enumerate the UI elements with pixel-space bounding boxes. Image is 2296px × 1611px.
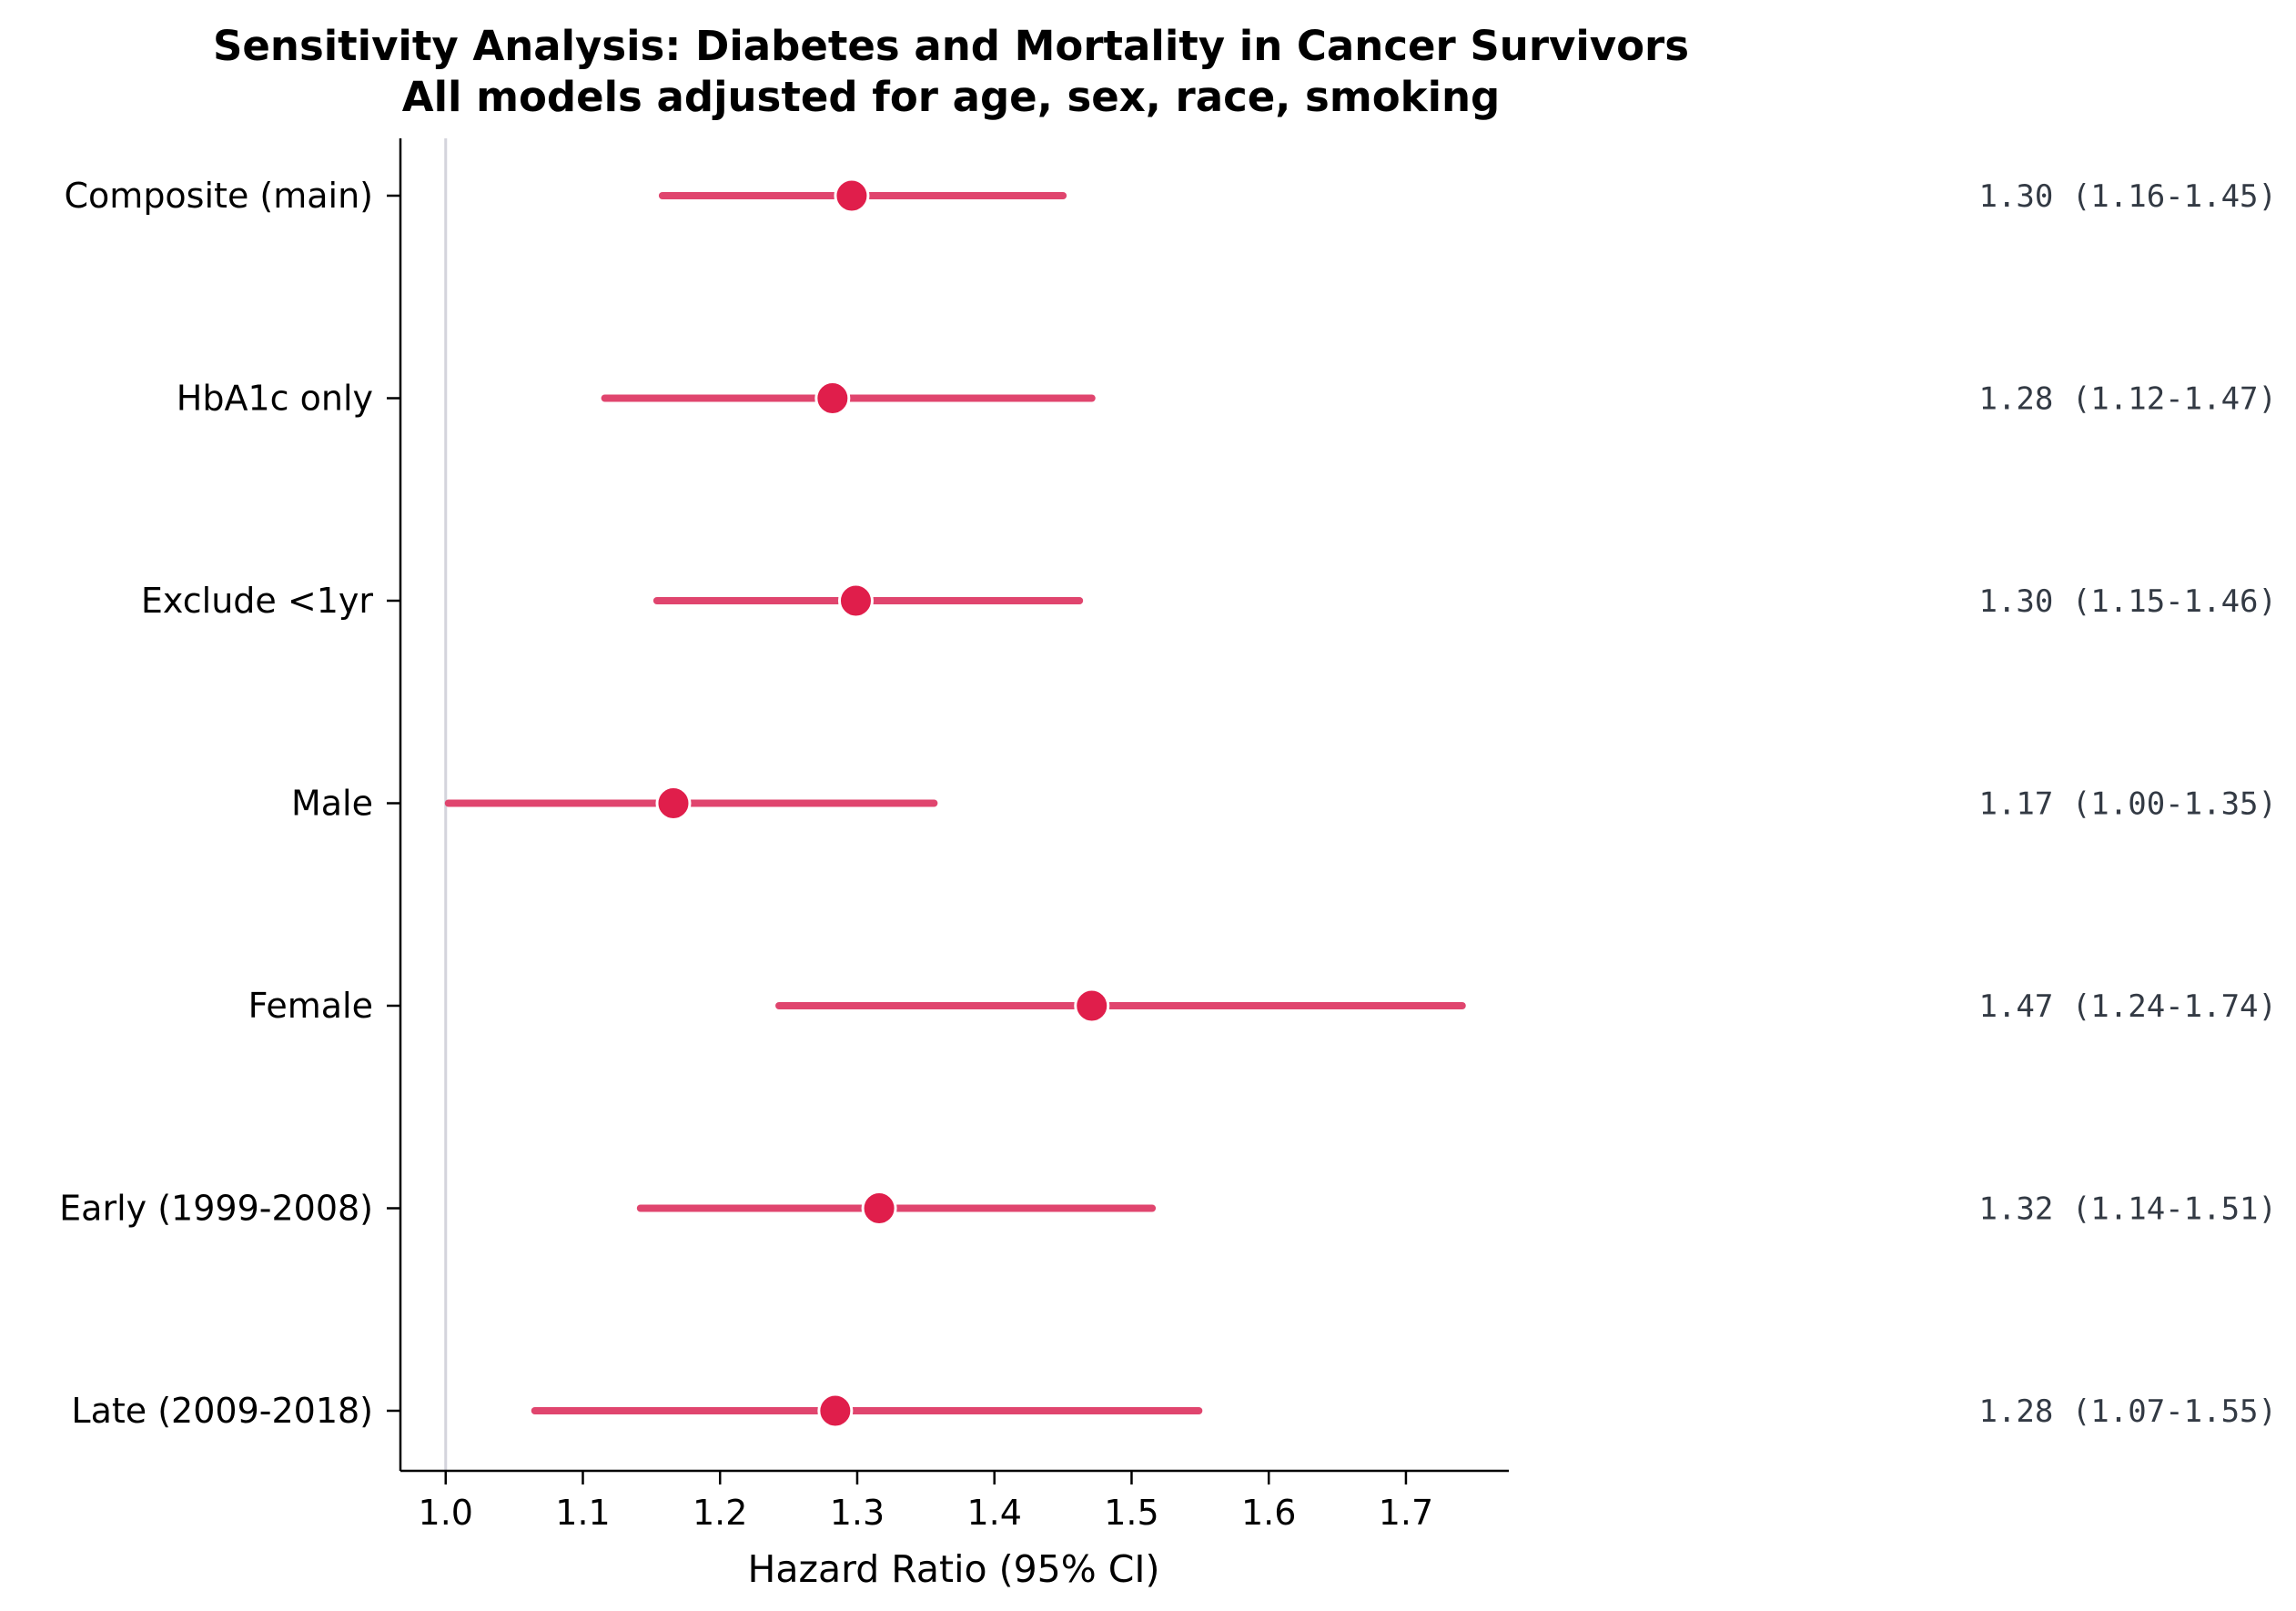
row-label: Early (1999-2008) — [59, 1189, 373, 1229]
hr-point — [837, 583, 874, 619]
row-label: HbA1c only — [177, 379, 373, 419]
row-annotation: 1.30 (1.15-1.46) — [1978, 583, 2277, 620]
point-layer — [655, 177, 1110, 1429]
x-tick-label: 1.0 — [419, 1493, 473, 1533]
hr-point — [834, 177, 870, 214]
x-tick-label: 1.4 — [966, 1493, 1021, 1533]
row-annotation: 1.32 (1.14-1.51) — [1978, 1191, 2277, 1228]
row-annotation: 1.47 (1.24-1.74) — [1978, 988, 2277, 1025]
chart-title: Sensitivity Analysis: Diabetes and Morta… — [213, 22, 1689, 70]
row-labels: Composite (main) HbA1c only Exclude <1yr Ma… — [59, 176, 400, 1431]
hr-point — [817, 1393, 854, 1429]
x-tick-label: 1.7 — [1379, 1493, 1433, 1533]
row-annotation: 1.30 (1.16-1.45) — [1978, 178, 2277, 215]
x-tick-label: 1.1 — [555, 1493, 610, 1533]
row-annotation: 1.28 (1.07-1.55) — [1978, 1393, 2277, 1430]
x-ticks: 1.0 1.1 1.2 1.3 1.4 1.5 1.6 1.7 — [419, 1471, 1433, 1533]
hr-point — [814, 380, 851, 416]
x-tick-label: 1.5 — [1104, 1493, 1158, 1533]
row-annotations: 1.30 (1.16-1.45) 1.28 (1.12-1.47) 1.30 (1.… — [1978, 178, 2277, 1430]
x-tick-label: 1.2 — [693, 1493, 747, 1533]
x-axis-label: Hazard Ratio (95% CI) — [748, 1547, 1160, 1591]
hr-point — [861, 1191, 897, 1226]
row-label: Male — [291, 784, 373, 824]
row-annotation: 1.17 (1.00-1.35) — [1978, 786, 2277, 823]
row-label: Female — [248, 986, 373, 1026]
row-label: Composite (main) — [65, 176, 373, 216]
row-annotation: 1.28 (1.12-1.47) — [1978, 381, 2277, 418]
hr-point — [1074, 988, 1110, 1024]
row-label: Exclude <1yr — [141, 581, 373, 621]
row-label: Late (2009-2018) — [71, 1391, 373, 1431]
chart-subtitle: All models adjusted for age, sex, race, … — [402, 73, 1501, 121]
x-tick-label: 1.6 — [1241, 1493, 1296, 1533]
ci-layer — [444, 192, 1466, 1414]
plot-area — [444, 138, 1466, 1471]
hr-point — [655, 785, 692, 821]
x-tick-label: 1.3 — [830, 1493, 885, 1533]
